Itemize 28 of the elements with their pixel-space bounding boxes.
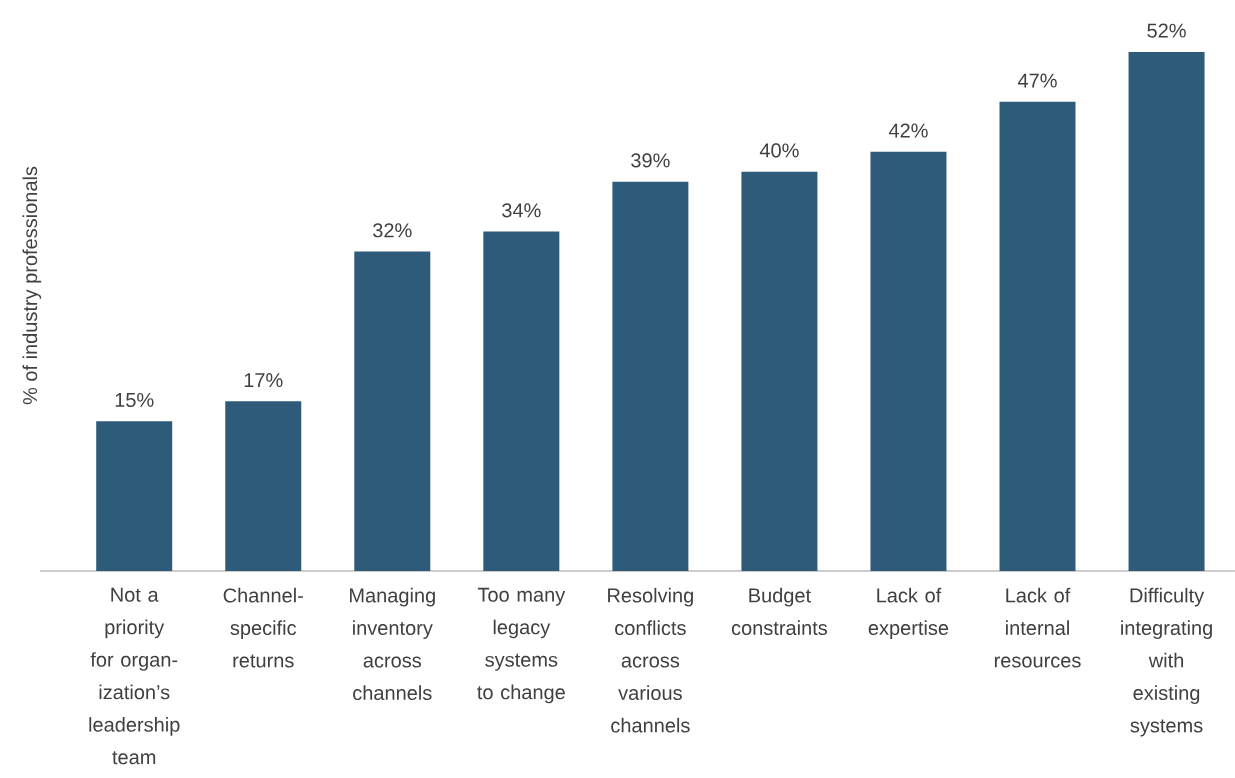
data-label: 52% xyxy=(1147,23,1186,38)
bar xyxy=(612,181,689,571)
data-label: 32% xyxy=(373,223,412,238)
y-axis-title: % of industry professionals xyxy=(22,166,42,405)
x-tick-label: Not a priority for organ-ization’s leadership team xyxy=(89,587,180,765)
data-label: 47% xyxy=(1017,73,1057,88)
data-label: 39% xyxy=(631,153,670,168)
x-tick-label: Lack of expertise xyxy=(868,587,949,639)
x-tick-label: Difficulty integrating with existing systems xyxy=(1121,587,1212,737)
bar xyxy=(1128,51,1205,571)
data-label: 34% xyxy=(502,203,541,218)
data-label: 15% xyxy=(115,392,154,408)
bar xyxy=(225,401,302,571)
x-tick-label: Too many legacy systems to change xyxy=(477,587,566,704)
bar xyxy=(870,151,947,571)
x-tick-label: Lack of internal resources xyxy=(994,587,1081,668)
bar xyxy=(354,251,431,571)
bar xyxy=(999,101,1076,571)
x-tick-label: Budget constraints xyxy=(731,587,828,636)
x-tick-label: Managing inventory across channels xyxy=(350,587,435,701)
data-label: 42% xyxy=(888,123,928,138)
bar xyxy=(96,421,173,571)
data-label: 17% xyxy=(244,373,283,388)
x-tick-label: Resolving conflicts across various channels xyxy=(608,587,693,733)
bar xyxy=(483,231,560,571)
x-tick-label: Channel-specific returns xyxy=(223,587,303,668)
bar xyxy=(741,171,818,571)
data-label: 40% xyxy=(759,143,799,158)
